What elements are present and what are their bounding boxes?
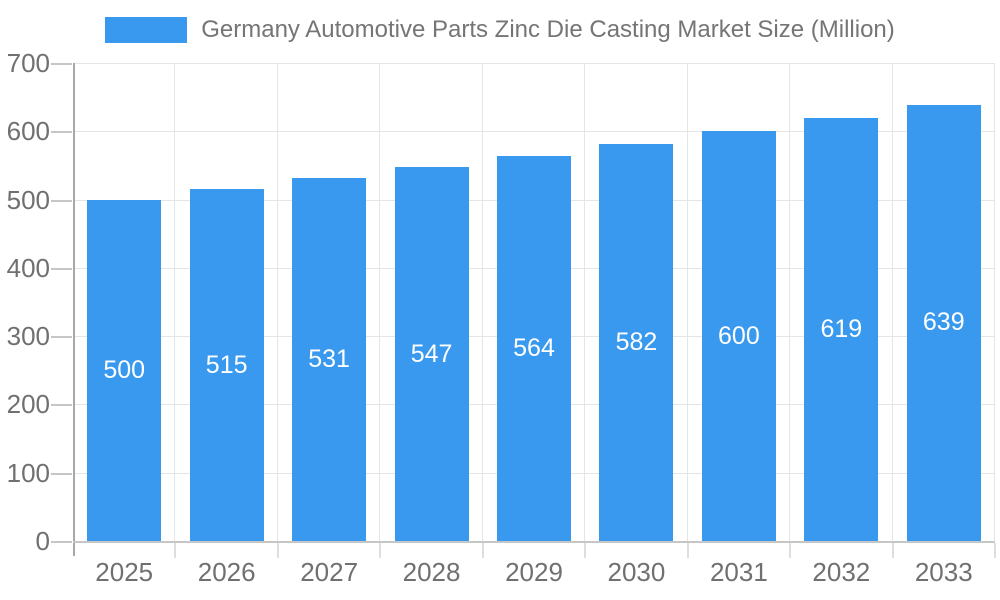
legend-swatch[interactable] [105,17,188,43]
y-axis-tick-label: 100 [6,457,50,488]
x-axis-tick-label: 2032 [812,557,871,587]
y-axis-tick-label: 600 [6,116,50,147]
x-axis-tick-label: 2026 [197,557,256,587]
y-axis-tick [51,541,72,543]
x-axis-line [73,541,995,543]
bar-value-label: 619 [820,315,863,344]
y-axis-tick [51,336,72,339]
vertical-gridline [891,63,893,541]
y-axis-line [73,63,75,556]
bar-2025[interactable]: 500 [87,199,162,541]
y-axis-tick-label: 700 [6,48,50,78]
x-axis-tick [276,543,279,558]
bar-2027[interactable]: 531 [292,178,367,541]
y-axis-tick [51,472,72,475]
bar-value-label: 500 [103,355,146,384]
bar-value-label: 639 [922,308,965,337]
bar-value-label: 582 [615,327,658,356]
vertical-gridline [379,63,381,541]
x-axis-tick [891,543,894,558]
vertical-gridline [481,63,483,541]
bar-value-label: 600 [718,321,760,350]
bar-2026[interactable]: 515 [189,189,264,541]
x-axis-tick [994,543,996,558]
bar-2028[interactable]: 547 [394,167,469,541]
y-axis-tick-label: 200 [6,389,50,420]
y-axis-tick-label: 0 [35,526,50,556]
y-axis-tick [51,199,72,202]
x-axis-tick [379,543,382,558]
x-axis-tick [686,543,689,558]
x-axis-tick [174,543,177,558]
y-axis-tick [51,131,72,134]
x-axis-tick [481,543,484,558]
bar-value-label: 531 [308,345,350,374]
horizontal-gridline [73,63,995,64]
y-axis-tick-label: 400 [6,252,50,283]
bar-2030[interactable]: 582 [599,143,674,541]
vertical-gridline [789,63,791,541]
horizontal-gridline [73,131,995,133]
y-axis-tick-label: 500 [6,184,50,215]
bar-2032[interactable]: 619 [804,118,879,541]
x-axis-tick-label: 2031 [709,557,768,587]
x-axis-tick-label: 2030 [607,557,666,587]
legend-label[interactable]: Germany Automotive Parts Zinc Die Castin… [201,16,895,43]
legend[interactable]: Germany Automotive Parts Zinc Die Castin… [0,16,1000,44]
y-axis-tick-label: 300 [6,321,50,352]
bar-2029[interactable]: 564 [497,155,571,541]
x-axis-tick-label: 2029 [505,557,563,587]
x-axis-tick-label: 2033 [914,557,973,587]
bar-2031[interactable]: 600 [701,131,776,541]
vertical-gridline [174,63,176,541]
x-axis-tick-label: 2028 [402,557,461,587]
vertical-gridline [994,63,995,541]
plot-area: 500 515 531 547 564 582 600 619 639 [73,63,995,541]
vertical-gridline [584,63,586,541]
vertical-gridline [686,63,688,541]
vertical-gridline [276,63,278,541]
x-axis-tick [789,543,792,558]
y-axis-tick [51,267,72,270]
x-axis-tick-label: 2027 [300,557,359,587]
bar-value-label: 564 [513,333,555,362]
x-axis-tick [584,543,587,558]
x-axis-tick-label: 2025 [95,557,154,587]
y-axis-tick [51,63,72,65]
y-axis-tick [51,404,72,407]
bar-value-label: 515 [205,350,248,379]
bar-2033[interactable]: 639 [906,104,981,541]
bar-value-label: 547 [410,339,453,368]
